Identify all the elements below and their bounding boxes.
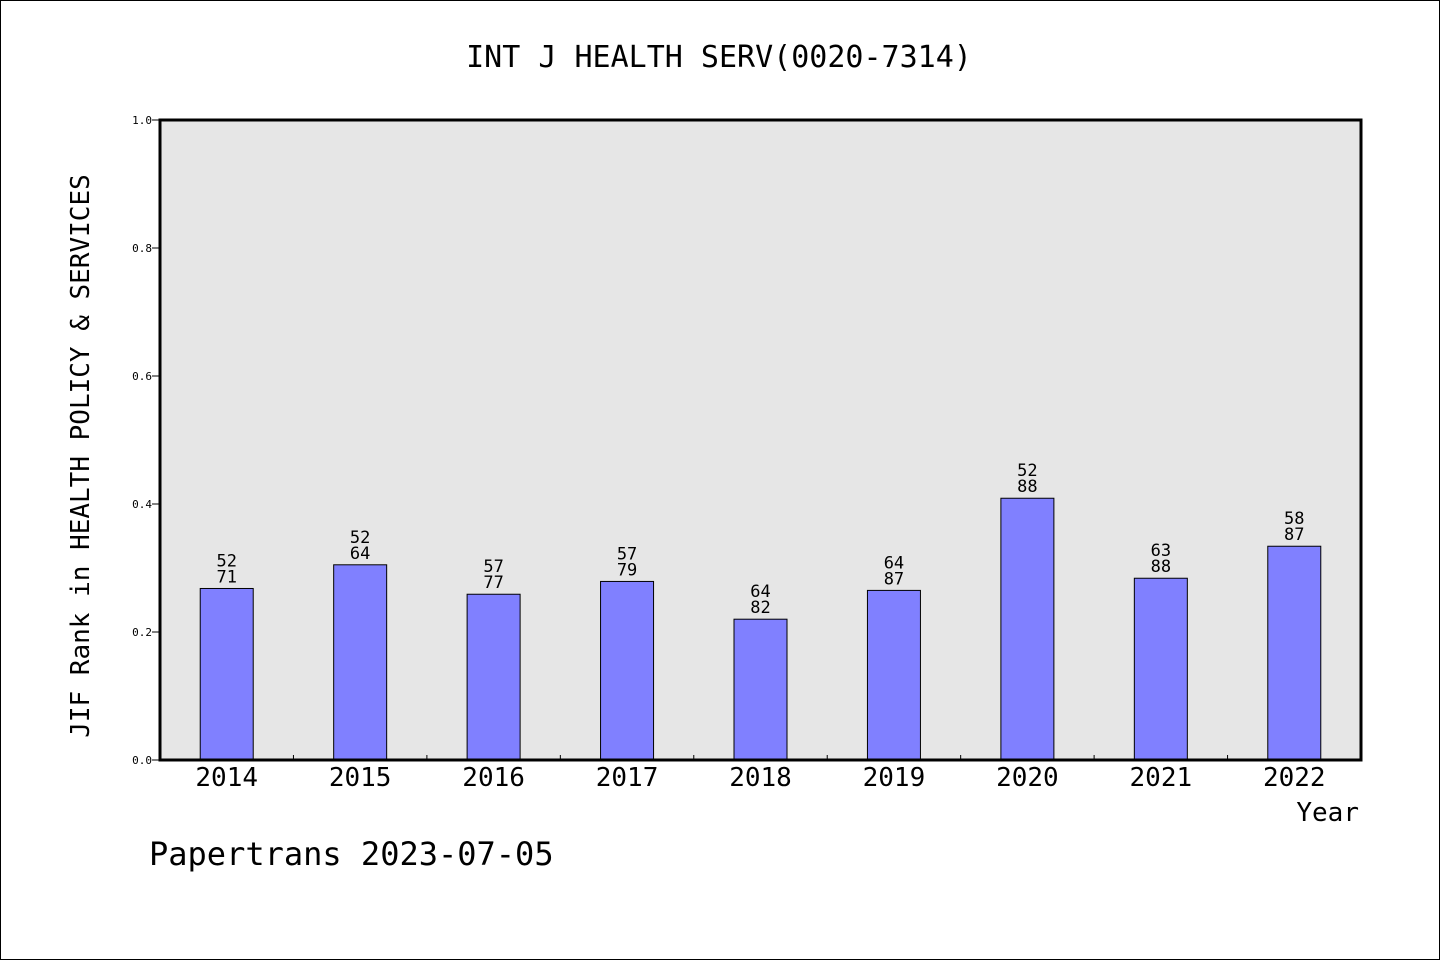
bar-label-rank: 58 <box>1284 509 1304 529</box>
x-tick-label: 2015 <box>329 763 392 793</box>
y-tick-label: 0.2 <box>132 626 152 639</box>
x-tick-label: 2018 <box>729 763 792 793</box>
x-tick-label: 2022 <box>1263 763 1326 793</box>
bar-label-rank: 52 <box>216 551 236 571</box>
bar-label-rank: 64 <box>884 553 904 573</box>
bar-label-rank: 63 <box>1151 541 1171 561</box>
x-tick-label: 2014 <box>195 763 258 793</box>
footer-note: Papertrans 2023-07-05 <box>149 835 554 873</box>
bar-label-total: 88 <box>1017 477 1037 497</box>
x-tick-label: 2016 <box>462 763 525 793</box>
bar-label-total: 87 <box>1284 525 1304 545</box>
bar <box>1133 577 1188 761</box>
y-tick-label: 0.6 <box>132 370 152 383</box>
bar-label-rank: 57 <box>483 557 503 577</box>
bar-label-rank: 52 <box>1017 461 1037 481</box>
bar <box>199 587 254 761</box>
bar-label-total: 82 <box>750 598 770 618</box>
bar-label-total: 71 <box>216 567 236 587</box>
bar <box>466 593 521 761</box>
x-axis-label: Year <box>1296 798 1359 828</box>
bar <box>333 564 388 761</box>
bar <box>866 589 921 761</box>
bar <box>733 618 788 761</box>
bar-label-total: 87 <box>884 569 904 589</box>
bar-label-rank: 64 <box>750 582 770 602</box>
bar <box>600 580 655 761</box>
bar-label-total: 88 <box>1151 557 1171 577</box>
chart-title: INT J HEALTH SERV(0020-7314) <box>466 40 972 75</box>
bar <box>1267 545 1322 761</box>
x-tick-label: 2017 <box>596 763 659 793</box>
y-axis-label: JIF Rank in HEALTH POLICY & SERVICES <box>66 174 96 738</box>
x-tick-label: 2021 <box>1130 763 1193 793</box>
y-tick-label: 0.4 <box>132 498 152 511</box>
y-tick-label: 0.0 <box>132 754 152 767</box>
bar <box>1000 497 1055 761</box>
y-tick-label: 1.0 <box>132 114 152 127</box>
bar-label-rank: 57 <box>617 544 637 564</box>
bar-label-total: 77 <box>483 573 503 593</box>
bar-label-total: 79 <box>617 560 637 580</box>
y-axis: 0.0 0.2 0.4 0.6 0.8 1.0 <box>132 114 160 767</box>
x-tick-label: 2020 <box>996 763 1059 793</box>
bar-label-rank: 52 <box>350 528 370 548</box>
y-tick-label: 0.8 <box>132 242 152 255</box>
plot-border <box>158 118 1363 762</box>
x-axis: 2014 2015 2016 2017 2018 2019 2020 2021 2022 <box>195 755 1326 793</box>
x-tick-label: 2019 <box>863 763 926 793</box>
bar-label-total: 64 <box>350 544 370 564</box>
